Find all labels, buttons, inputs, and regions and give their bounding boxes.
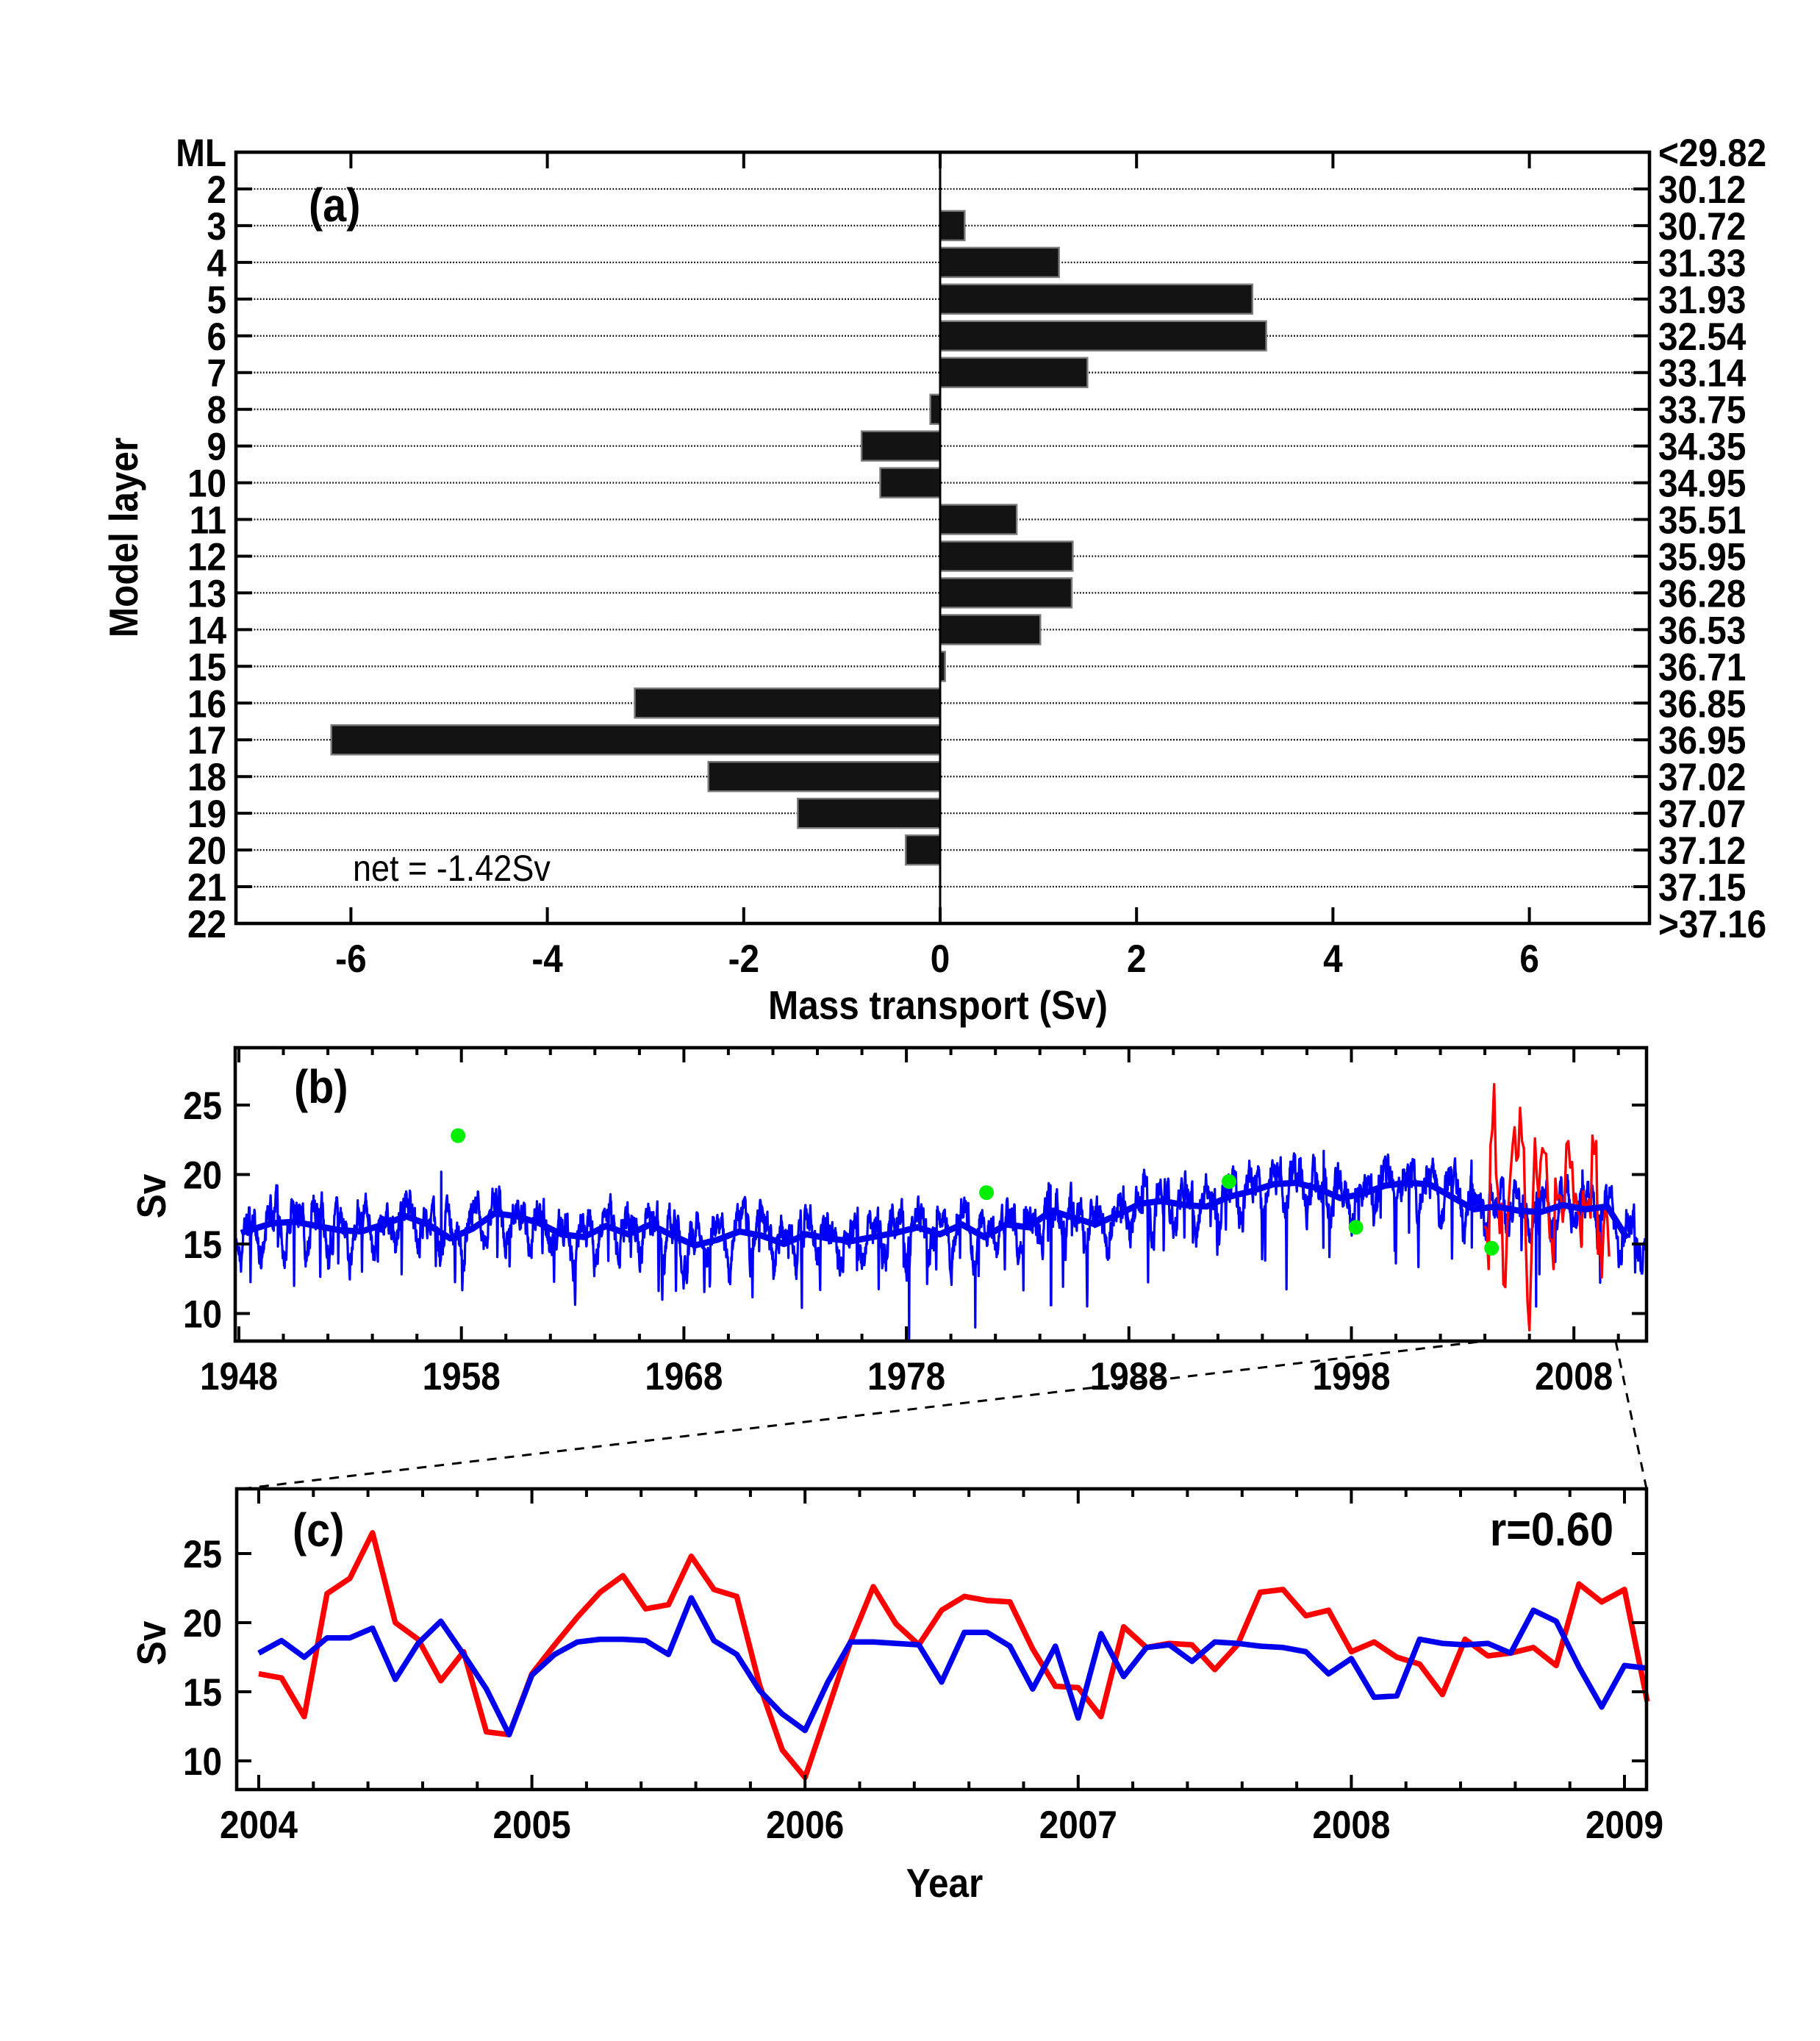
svg-text:10: 10 — [183, 1740, 222, 1784]
svg-text:1948: 1948 — [200, 1354, 278, 1398]
svg-text:36.85: 36.85 — [1658, 682, 1746, 726]
svg-text:-4: -4 — [531, 937, 562, 981]
svg-text:2006: 2006 — [766, 1803, 844, 1847]
svg-text:36.53: 36.53 — [1658, 608, 1746, 652]
svg-text:6: 6 — [207, 314, 226, 358]
svg-text:18: 18 — [187, 755, 226, 799]
svg-text:36.28: 36.28 — [1658, 571, 1746, 615]
svg-text:Mass transport (Sv): Mass transport (Sv) — [768, 984, 1108, 1029]
svg-text:9: 9 — [207, 424, 226, 468]
svg-text:6: 6 — [1519, 937, 1539, 981]
svg-text:-2: -2 — [728, 937, 759, 981]
svg-text:34.95: 34.95 — [1658, 461, 1746, 505]
svg-text:2007: 2007 — [1039, 1803, 1117, 1847]
svg-text:2008: 2008 — [1535, 1354, 1613, 1398]
svg-text:(a): (a) — [309, 179, 360, 231]
svg-text:33.14: 33.14 — [1658, 351, 1746, 395]
svg-text:1988: 1988 — [1090, 1354, 1168, 1398]
svg-text:1978: 1978 — [867, 1354, 945, 1398]
svg-text:<29.82: <29.82 — [1658, 131, 1766, 175]
svg-text:2: 2 — [1127, 937, 1147, 981]
svg-text:5: 5 — [207, 277, 226, 321]
svg-text:19: 19 — [187, 792, 226, 836]
svg-text:15: 15 — [187, 645, 226, 689]
svg-text:Year: Year — [906, 1862, 984, 1906]
svg-text:31.33: 31.33 — [1658, 241, 1746, 285]
svg-text:1958: 1958 — [423, 1354, 501, 1398]
svg-text:37.02: 37.02 — [1658, 755, 1746, 799]
svg-text:12: 12 — [187, 535, 226, 579]
svg-text:7: 7 — [207, 351, 226, 395]
svg-text:31.93: 31.93 — [1658, 277, 1746, 321]
svg-text:0: 0 — [931, 937, 950, 981]
svg-text:2: 2 — [207, 168, 226, 212]
svg-text:13: 13 — [187, 571, 226, 615]
svg-text:Sv: Sv — [130, 1621, 175, 1666]
svg-text:30.72: 30.72 — [1658, 204, 1746, 249]
svg-text:10: 10 — [183, 1292, 222, 1336]
svg-text:35.51: 35.51 — [1658, 498, 1746, 542]
svg-text:33.75: 33.75 — [1658, 387, 1746, 432]
svg-text:37.15: 37.15 — [1658, 865, 1746, 909]
svg-text:8: 8 — [207, 387, 226, 432]
svg-text:36.71: 36.71 — [1658, 645, 1746, 689]
svg-text:21: 21 — [187, 865, 226, 909]
svg-text:20: 20 — [187, 829, 226, 873]
svg-text:net = -1.42Sv: net = -1.42Sv — [353, 848, 551, 890]
svg-text:22: 22 — [187, 902, 226, 946]
svg-text:25: 25 — [183, 1084, 222, 1128]
svg-text:r=0.60: r=0.60 — [1490, 1503, 1613, 1555]
svg-text:(b): (b) — [294, 1060, 348, 1112]
svg-text:15: 15 — [183, 1223, 222, 1267]
svg-text:1968: 1968 — [645, 1354, 723, 1398]
svg-text:20: 20 — [183, 1601, 222, 1645]
svg-text:>37.16: >37.16 — [1658, 902, 1766, 946]
svg-text:Sv: Sv — [130, 1174, 175, 1219]
svg-text:Model layer: Model layer — [102, 437, 147, 637]
svg-text:2009: 2009 — [1586, 1803, 1663, 1847]
svg-text:ML: ML — [176, 131, 226, 175]
svg-text:1998: 1998 — [1312, 1354, 1390, 1398]
svg-text:2008: 2008 — [1312, 1803, 1390, 1847]
svg-text:4: 4 — [1323, 937, 1343, 981]
svg-text:36.95: 36.95 — [1658, 718, 1746, 762]
svg-text:11: 11 — [190, 498, 226, 542]
svg-text:-6: -6 — [335, 937, 366, 981]
svg-text:32.54: 32.54 — [1658, 314, 1746, 358]
svg-text:2004: 2004 — [220, 1803, 298, 1847]
svg-text:15: 15 — [183, 1670, 222, 1715]
svg-text:34.35: 34.35 — [1658, 424, 1746, 468]
svg-text:2005: 2005 — [493, 1803, 571, 1847]
svg-text:14: 14 — [187, 608, 226, 652]
svg-text:10: 10 — [187, 461, 226, 505]
svg-text:20: 20 — [183, 1153, 222, 1197]
svg-text:25: 25 — [183, 1532, 222, 1576]
svg-text:17: 17 — [187, 718, 226, 762]
svg-text:35.95: 35.95 — [1658, 535, 1746, 579]
svg-text:4: 4 — [207, 241, 226, 285]
svg-text:30.12: 30.12 — [1658, 168, 1746, 212]
svg-text:37.07: 37.07 — [1658, 792, 1746, 836]
svg-text:37.12: 37.12 — [1658, 829, 1746, 873]
svg-text:(c): (c) — [293, 1504, 344, 1556]
svg-text:3: 3 — [207, 204, 226, 249]
svg-text:16: 16 — [187, 682, 226, 726]
